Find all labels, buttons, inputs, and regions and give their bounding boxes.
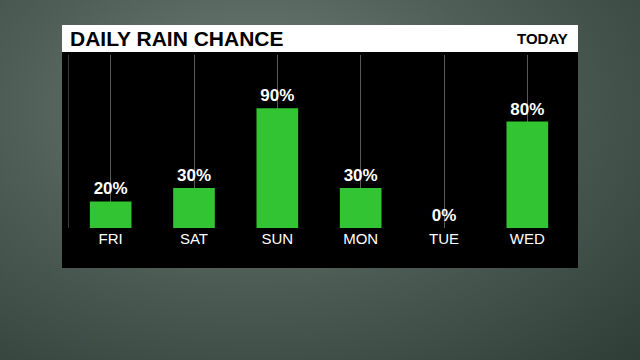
svg-text:SAT: SAT xyxy=(180,230,208,247)
svg-text:0%: 0% xyxy=(432,206,457,225)
svg-text:30%: 30% xyxy=(344,166,378,185)
svg-text:30%: 30% xyxy=(177,166,211,185)
svg-text:DAILY RAIN CHANCE: DAILY RAIN CHANCE xyxy=(70,27,284,50)
svg-text:TUE: TUE xyxy=(429,230,459,247)
svg-text:MON: MON xyxy=(343,230,378,247)
svg-text:80%: 80% xyxy=(510,100,544,119)
svg-text:90%: 90% xyxy=(260,86,294,105)
svg-text:TODAY: TODAY xyxy=(517,30,568,47)
svg-text:SUN: SUN xyxy=(261,230,293,247)
svg-text:WED: WED xyxy=(510,230,545,247)
svg-text:FRI: FRI xyxy=(99,230,123,247)
svg-text:20%: 20% xyxy=(94,179,128,198)
